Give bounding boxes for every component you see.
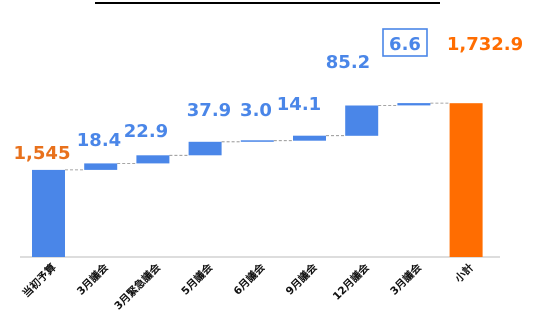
category-label-4: 5月議会	[179, 261, 216, 298]
value-label-7: 85.2	[326, 52, 370, 73]
value-label-3: 22.9	[124, 121, 168, 142]
highlight-box	[382, 28, 428, 57]
value-label-5: 3.0	[240, 100, 272, 121]
bar-2	[84, 163, 118, 170]
category-label-1: 当初予算	[20, 261, 59, 300]
category-label-5: 6月議会	[231, 261, 268, 298]
bar-8	[397, 103, 431, 106]
value-label-4: 37.9	[187, 100, 231, 121]
bar-5	[240, 140, 274, 142]
bar-3	[136, 155, 170, 164]
bar-6	[293, 135, 326, 141]
value-label-6: 14.1	[277, 94, 321, 115]
value-label-9: 1,732.9	[447, 34, 523, 55]
category-label-3: 3月緊急議会	[112, 261, 164, 313]
category-label-7: 12月議会	[330, 261, 372, 303]
category-label-8: 3月議会	[387, 261, 424, 298]
bar-9	[449, 103, 483, 257]
category-label-2: 3月議会	[74, 261, 111, 298]
value-label-1: 1,545	[14, 143, 71, 164]
bar-7	[345, 105, 379, 136]
bar-1	[32, 169, 65, 257]
bar-4	[188, 141, 222, 156]
category-label-9: 小計	[451, 261, 476, 286]
category-label-6: 9月議会	[283, 261, 320, 298]
value-label-2: 18.4	[77, 130, 121, 151]
value-label-8: 6.6	[389, 34, 421, 55]
